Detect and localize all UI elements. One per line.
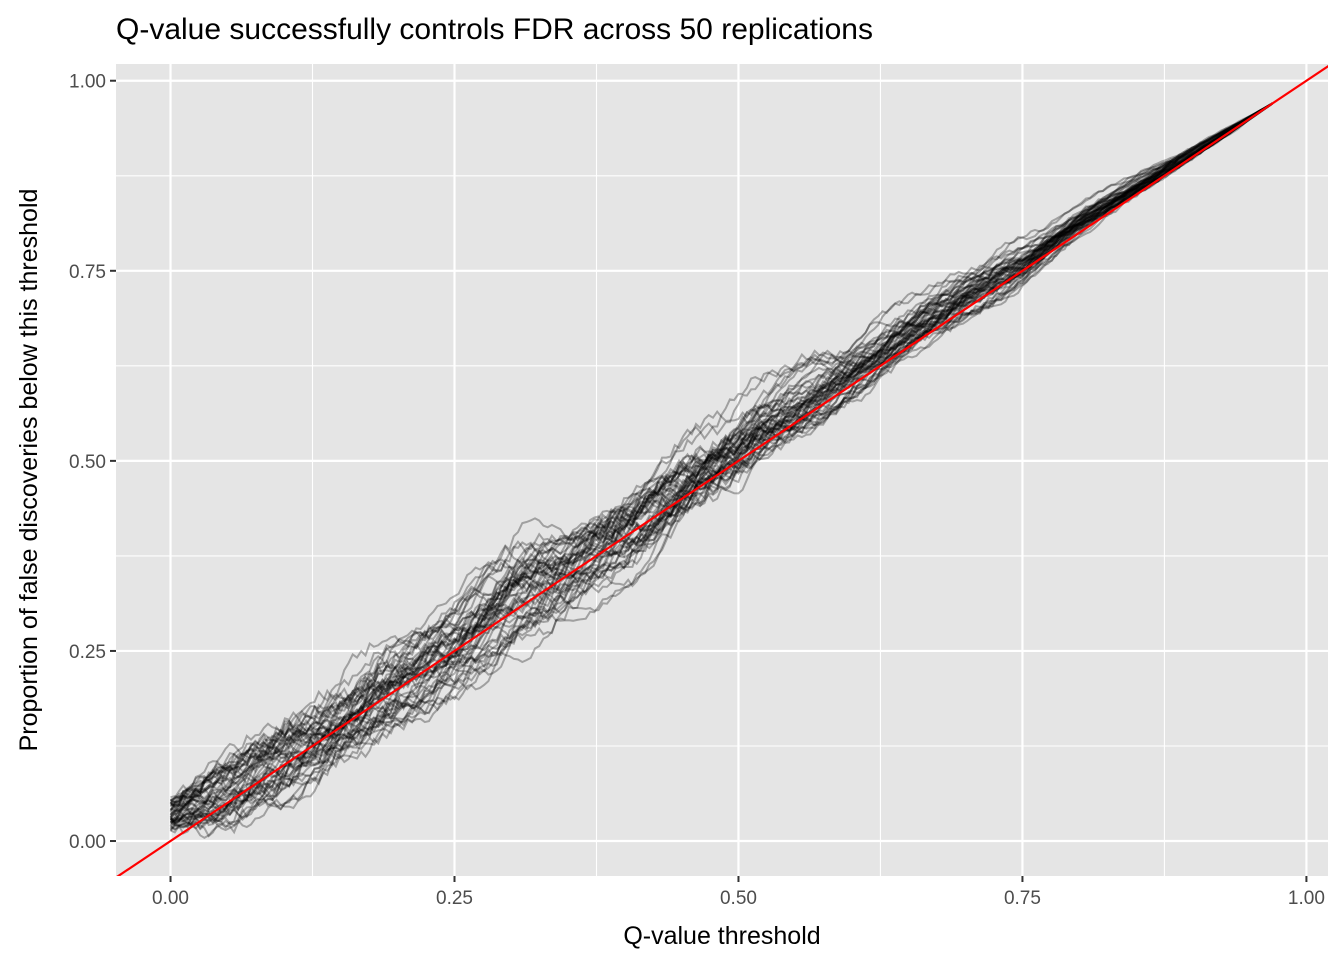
replication-line [170,102,1273,803]
replication-line [170,102,1273,821]
x-axis-label: Q-value threshold [623,922,820,950]
y-axis: 0.00 0.25 0.50 0.75 1.00 [69,72,116,853]
replication-line [170,102,1273,801]
x-tick-label: 0.50 [720,888,757,909]
replication-line [169,102,1273,827]
replication-line [169,102,1273,817]
grid-lines [116,64,1328,876]
replication-line [169,102,1273,805]
replication-line [169,102,1273,815]
y-tick-label: 0.50 [69,452,106,473]
replication-line [170,102,1273,804]
replication-line [169,102,1273,812]
replication-line [169,102,1273,824]
plot-panel [116,64,1328,876]
replication-line [169,102,1273,825]
x-tick-label: 0.00 [152,888,189,909]
chart-title: Q-value successfully controls FDR across… [116,13,873,46]
replication-line [169,102,1273,802]
replication-line [170,102,1273,801]
replication-line [170,102,1273,822]
replication-line [169,102,1273,831]
replication-line [169,102,1273,835]
x-tick-label: 0.25 [436,888,473,909]
replication-line [169,102,1273,813]
replication-line [169,102,1273,825]
replication-line [169,102,1273,819]
replication-line [170,102,1273,823]
replication-line [170,102,1273,805]
x-axis: 0.00 0.25 0.50 0.75 1.00 [152,876,1325,909]
replication-line [170,102,1273,830]
y-tick-label: 0.00 [69,832,106,853]
replication-line [170,102,1273,807]
y-axis-label: Proportion of false discoveries below th… [15,189,43,752]
replication-line [169,102,1273,827]
x-tick-label: 1.00 [1288,888,1325,909]
y-tick-label: 1.00 [69,72,106,93]
replication-line [169,102,1273,811]
replication-line [169,102,1273,816]
y-tick-label: 0.25 [69,642,106,663]
replication-line [170,102,1273,839]
y-tick-label: 0.75 [69,262,106,283]
replication-line [169,102,1273,830]
replication-line [170,102,1273,806]
replication-line [170,102,1273,808]
replication-lines [169,102,1273,839]
replication-line [170,102,1273,813]
replication-line [169,102,1273,827]
replication-line [170,102,1273,804]
replication-line [169,102,1273,822]
replication-line [169,102,1273,817]
replication-line [169,102,1273,815]
replication-line [169,102,1273,813]
replication-line [170,102,1273,809]
identity-reference-line [116,64,1328,876]
x-tick-label: 0.75 [1004,888,1041,909]
replication-line [170,102,1273,799]
replication-line [170,102,1273,827]
replication-line [169,102,1273,831]
replication-line [170,102,1273,830]
replication-line [169,102,1273,825]
replication-line [169,102,1273,808]
replication-line [170,102,1273,830]
